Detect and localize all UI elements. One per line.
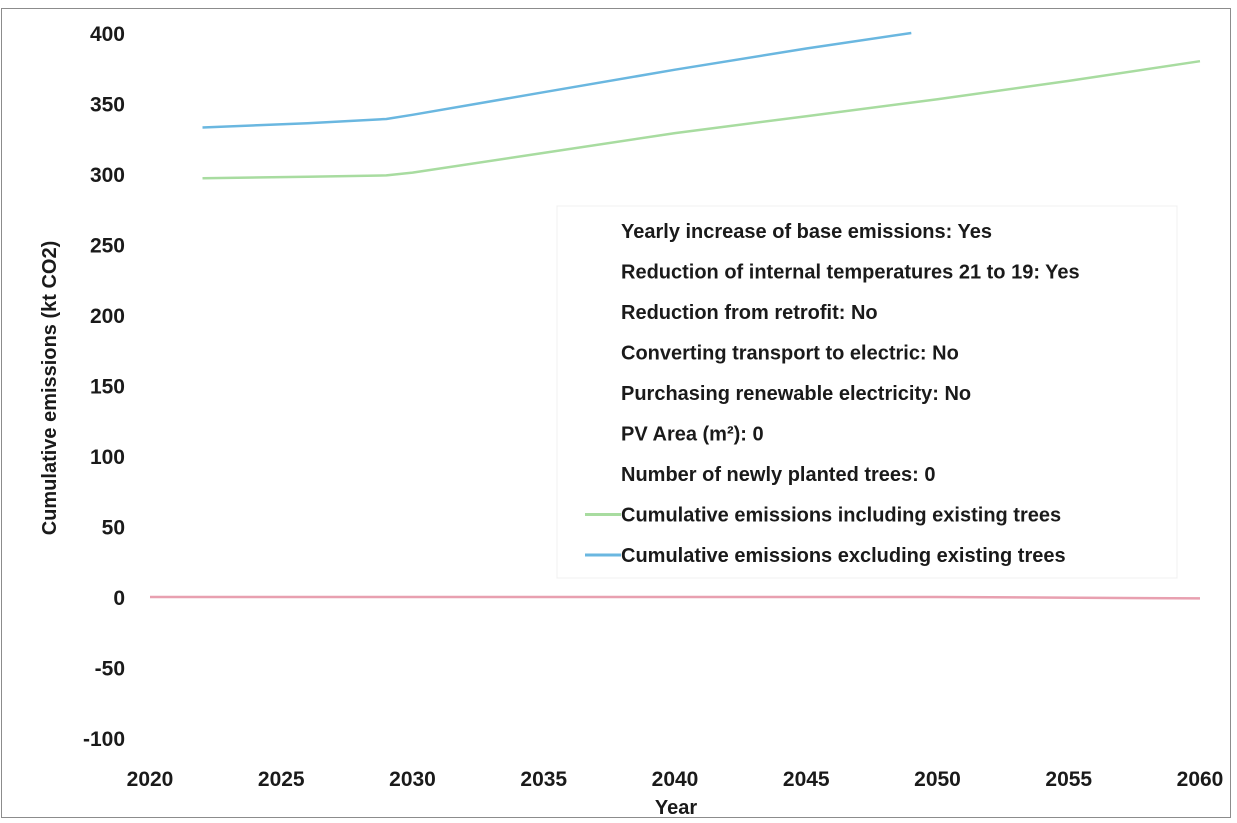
series-line-0 bbox=[202, 59, 1201, 180]
legend-entry: Cumulative emissions including existing … bbox=[621, 505, 1061, 527]
x-tick-label: 2020 bbox=[127, 768, 174, 791]
legend-box bbox=[556, 205, 1178, 579]
legend-note: Yearly increase of base emissions: Yes bbox=[621, 221, 992, 243]
legend-note: PV Area (m²): 0 bbox=[621, 424, 764, 446]
y-axis-ticks: 400 350 300 250 200 150 100 50 0 -50 -100 bbox=[83, 23, 125, 751]
legend: Yearly increase of base emissions: Yes Re… bbox=[585, 221, 1080, 567]
y-tick-label: -50 bbox=[95, 658, 125, 681]
chart-frame bbox=[1, 8, 1231, 818]
series-line-2 bbox=[150, 595, 1201, 600]
x-axis-ticks: 2020 2025 2030 2035 2040 2045 2050 2055 2060 bbox=[127, 768, 1224, 791]
x-tick-label: 2040 bbox=[652, 768, 699, 791]
legend-note: Converting transport to electric: No bbox=[621, 343, 959, 365]
y-tick-label: 50 bbox=[102, 517, 125, 540]
x-tick-label: 2050 bbox=[914, 768, 961, 791]
y-tick-label: 150 bbox=[90, 376, 125, 399]
x-tick-label: 2030 bbox=[389, 768, 436, 791]
y-tick-label: 400 bbox=[90, 23, 125, 46]
legend-note: Purchasing renewable electricity: No bbox=[621, 383, 971, 405]
x-tick-label: 2045 bbox=[783, 768, 830, 791]
legend-note: Reduction of internal temperatures 21 to… bbox=[621, 262, 1080, 284]
x-tick-label: 2025 bbox=[258, 768, 305, 791]
x-axis-title: Year bbox=[655, 797, 697, 819]
y-tick-label: 350 bbox=[90, 94, 125, 117]
y-tick-label: 200 bbox=[90, 305, 125, 328]
y-tick-label: 100 bbox=[90, 446, 125, 469]
series-lines bbox=[150, 31, 1201, 600]
y-axis-title: Cumulative emissions (kt CO2) bbox=[39, 241, 61, 536]
x-tick-label: 2035 bbox=[520, 768, 567, 791]
x-tick-label: 2060 bbox=[1177, 768, 1224, 791]
legend-note: Reduction from retrofit: No bbox=[621, 302, 878, 324]
series-line-1 bbox=[202, 31, 912, 129]
y-tick-label: 300 bbox=[90, 164, 125, 187]
x-tick-label: 2055 bbox=[1045, 768, 1092, 791]
y-tick-label: 0 bbox=[113, 587, 125, 610]
legend-note: Number of newly planted trees: 0 bbox=[621, 464, 936, 486]
y-tick-label: -100 bbox=[83, 728, 125, 751]
y-tick-label: 250 bbox=[90, 235, 125, 258]
legend-entry: Cumulative emissions excluding existing … bbox=[621, 545, 1066, 567]
